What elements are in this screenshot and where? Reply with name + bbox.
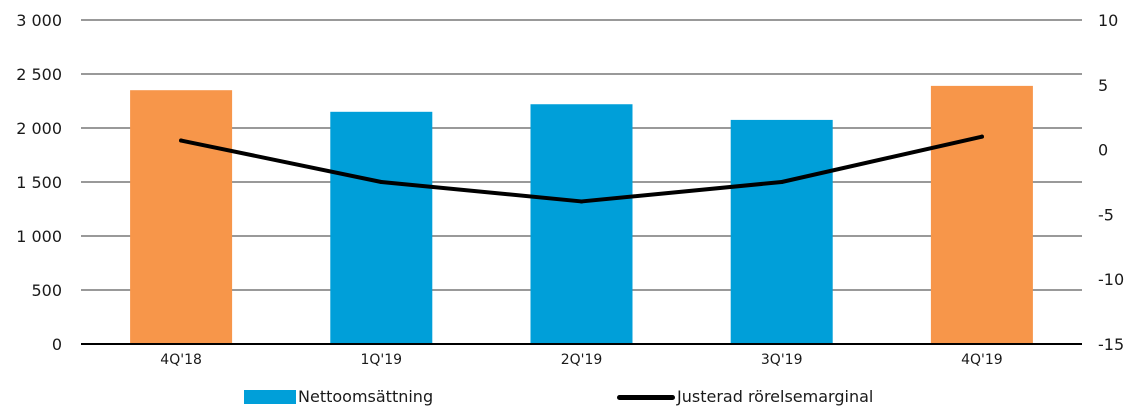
y-left-tick-label: 0 bbox=[52, 335, 62, 354]
x-tick-label: 4Q'18 bbox=[160, 352, 202, 368]
legend-bar-label: Nettoomsättning bbox=[298, 387, 434, 406]
legend-line-label: Justerad rörelsemarginal bbox=[677, 387, 874, 406]
line-series bbox=[179, 134, 984, 204]
bar bbox=[530, 104, 633, 345]
bar bbox=[730, 119, 833, 345]
x-tick-label: 2Q'19 bbox=[561, 352, 603, 368]
y-right-tick-label: -10 bbox=[1098, 270, 1124, 289]
tick-labels: 0 500 1 000 1 500 2 000 2 500 3 000 -15 -10 -5 0 5 1… bbox=[16, 11, 1124, 368]
line-point bbox=[579, 199, 584, 204]
legend-item-line: Justerad rörelsemarginal bbox=[617, 386, 873, 408]
y-right-tick-label: 0 bbox=[1098, 141, 1108, 160]
bar-series bbox=[130, 85, 1033, 345]
x-tick-label: 4Q'19 bbox=[961, 352, 1003, 368]
x-tick-label: 1Q'19 bbox=[361, 352, 403, 368]
line-point bbox=[979, 134, 984, 139]
y-left-tick-label: 2 000 bbox=[16, 119, 62, 138]
y-right-tick-label: -15 bbox=[1098, 335, 1124, 354]
y-left-tick-label: 1 500 bbox=[16, 173, 62, 192]
x-tick-label: 3Q'19 bbox=[761, 352, 803, 368]
line-point bbox=[379, 180, 384, 184]
line-point bbox=[779, 180, 784, 184]
line-point bbox=[179, 138, 184, 143]
legend-bar-swatch bbox=[244, 390, 296, 404]
y-right-tick-label: 5 bbox=[1098, 76, 1108, 95]
bar bbox=[330, 111, 433, 344]
y-right-tick-label: 10 bbox=[1098, 11, 1118, 30]
legend-line-swatch bbox=[617, 394, 675, 400]
y-left-tick-label: 500 bbox=[31, 281, 62, 300]
y-left-tick-label: 1 000 bbox=[16, 227, 62, 246]
y-right-tick-label: -5 bbox=[1098, 205, 1114, 224]
bar bbox=[130, 90, 233, 344]
y-left-tick-label: 3 000 bbox=[16, 11, 62, 30]
legend-item-bar: Nettoomsättning bbox=[244, 386, 433, 408]
bar bbox=[930, 85, 1033, 344]
y-left-tick-label: 2 500 bbox=[16, 65, 62, 84]
